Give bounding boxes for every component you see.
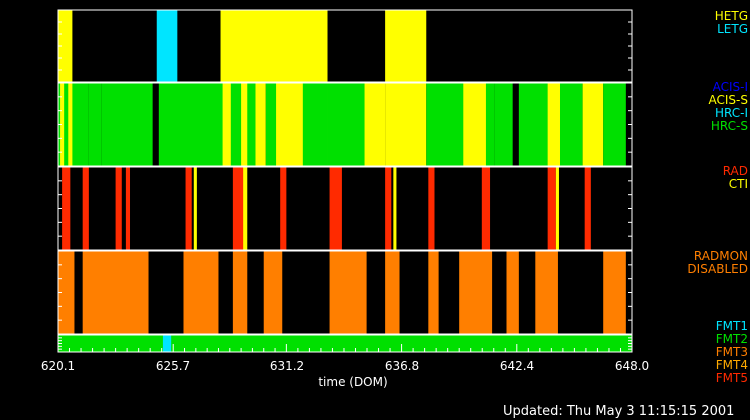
legend-format: FMT1 FMT2 FMT3 FMT4 FMT5 [716, 320, 748, 385]
segment-radiation [185, 167, 192, 250]
segment-instrument [385, 83, 427, 166]
segment-radiation [62, 167, 71, 250]
updated-timestamp: Updated: Thu May 3 11:15:15 2001 [503, 404, 735, 419]
segment-instrument [88, 83, 102, 166]
segment-radiation [393, 167, 397, 250]
segment-instrument [276, 83, 303, 166]
segment-radiation [385, 167, 392, 250]
panel-frame-radiation [57, 166, 633, 251]
x-tick-label: 642.4 [499, 359, 535, 373]
panel-frame-grating [57, 9, 633, 83]
segment-instrument [101, 83, 153, 166]
segment-radmon [232, 251, 248, 334]
segment-radmon [535, 251, 558, 334]
legend-grating: HETG LETG [715, 10, 748, 36]
segment-instrument [463, 83, 486, 166]
x-tick-label: 625.7 [155, 359, 191, 373]
legend-fmt4: FMT4 [715, 358, 748, 372]
x-tick-label: 636.8 [384, 359, 420, 373]
x-tick-label: 648.0 [614, 359, 650, 373]
segment-radmon [263, 251, 283, 334]
segment-radmon [459, 251, 493, 334]
segment-radmon [82, 251, 149, 334]
segment-radiation [125, 167, 131, 250]
segment-radiation [193, 167, 197, 250]
segment-instrument [158, 83, 174, 166]
segment-instrument [202, 83, 221, 166]
x-axis-label: time (DOM) [318, 375, 388, 389]
segment-radmon [603, 251, 626, 334]
segment-radiation [555, 167, 559, 250]
segment-instrument [327, 83, 365, 166]
legend-radmon-label: RADMON [693, 249, 748, 263]
segment-grating [156, 10, 178, 82]
legend-hrc-i: HRC-I [714, 106, 748, 120]
legend-fmt2: FMT2 [715, 332, 748, 346]
legend-acis-s: ACIS-S [708, 93, 748, 107]
segment-radiation [547, 167, 556, 250]
x-tick-label: 620.1 [40, 359, 76, 373]
segment-radmon [506, 251, 519, 334]
segment-grating [385, 10, 427, 82]
segment-radiation [243, 167, 248, 250]
segment-instrument [60, 83, 65, 166]
segment-radiation [481, 167, 491, 250]
legend-hetg: HETG [714, 9, 748, 23]
segment-radmon [183, 251, 219, 334]
segment-grating [58, 10, 73, 82]
segment-radmon [428, 251, 439, 334]
segment-format [162, 335, 172, 352]
legend-rad: RAD [722, 164, 748, 178]
segment-instrument [68, 83, 73, 166]
segment-instrument [547, 83, 560, 166]
legend-radmon: RADMON DISABLED [687, 250, 748, 276]
legend-letg: LETG [717, 22, 748, 36]
segment-format [58, 335, 632, 352]
segment-radiation [280, 167, 287, 250]
legend-disabled: DISABLED [687, 262, 748, 276]
legend-radiation: RAD CTI [723, 165, 748, 191]
segment-radiation [428, 167, 435, 250]
legend-fmt1: FMT1 [715, 319, 748, 333]
segment-instrument [494, 83, 513, 166]
segment-radiation [329, 167, 342, 250]
segment-radmon [385, 251, 400, 334]
segment-radiation [232, 167, 246, 250]
segment-instrument [241, 83, 248, 166]
segment-instrument [582, 83, 604, 166]
segment-grating [220, 10, 328, 82]
legend-cti: CTI [728, 177, 748, 191]
legend-fmt5: FMT5 [715, 371, 748, 385]
legend-hrc-s: HRC-S [710, 119, 748, 133]
segment-instrument [603, 83, 626, 166]
legend-acis-i: ACIS-I [712, 80, 748, 94]
segment-radiation [82, 167, 89, 250]
x-tick-label: 631.2 [269, 359, 305, 373]
legend-fmt3: FMT3 [715, 345, 748, 359]
segment-radiation [584, 167, 591, 250]
segment-instrument [255, 83, 266, 166]
segment-radmon [329, 251, 367, 334]
legend-instrument: ACIS-I ACIS-S HRC-I HRC-S [709, 81, 748, 133]
segment-radiation [115, 167, 122, 250]
segment-radmon [58, 251, 75, 334]
